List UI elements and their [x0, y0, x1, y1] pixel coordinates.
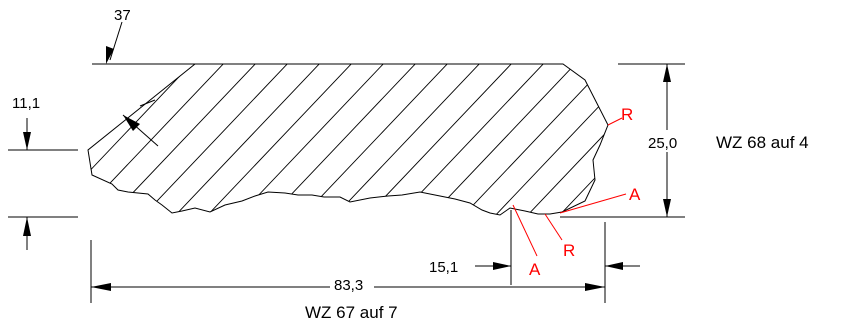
small-width-dimension: 15,1: [429, 259, 458, 276]
hatch-line: [215, 64, 407, 215]
bottom-dim-arrow-left: [91, 283, 111, 291]
angle-arrowhead: [106, 46, 114, 64]
small-dim-arrow-left: [493, 262, 511, 270]
chamfer-ext-line: [139, 99, 156, 107]
marker-a-bottom: A: [529, 260, 541, 279]
bottom-dim-arrow-right: [585, 283, 605, 291]
angle-dimension: 37: [114, 7, 131, 24]
note-right: WZ 68 auf 4: [716, 133, 809, 152]
red-annotations: R A R A: [512, 105, 641, 279]
profile-outline: [87, 63, 609, 216]
red-leader-a-right: [559, 193, 627, 214]
left-dim-arrow-top: [23, 132, 31, 150]
right-height-dimension: 25,0: [648, 135, 677, 152]
small-dim-arrow-right: [605, 262, 623, 270]
hatch-line: [88, 64, 279, 215]
marker-r-bottom: R: [563, 241, 575, 260]
marker-a-right: A: [629, 185, 641, 204]
red-leader-a-bottom: [512, 204, 538, 257]
chamfer-arrowhead-a: [123, 115, 140, 131]
hatch-line: [503, 64, 608, 215]
angle-leader: [109, 21, 123, 61]
hatch-line: [247, 64, 439, 215]
hatch-line: [311, 64, 503, 215]
right-dim-arrow-top: [663, 64, 671, 82]
note-bottom: WZ 67 auf 7: [305, 303, 398, 322]
hatch-line: [535, 64, 608, 215]
hatch-line: [88, 64, 151, 215]
hatch-line: [375, 64, 567, 215]
left-dim-arrow-bottom: [23, 217, 31, 236]
bottom-width-dimension: 83,3: [334, 277, 363, 294]
red-leader-r-top: [607, 117, 623, 126]
right-dim-arrow-bottom: [663, 199, 671, 217]
left-height-dimension: 11,1: [12, 95, 40, 112]
hatch-line: [343, 64, 535, 215]
red-leader-r-bottom: [544, 213, 563, 241]
hatch-line: [183, 64, 375, 215]
hatch-line: [151, 64, 343, 215]
marker-r-top: R: [621, 105, 633, 124]
hatch-line: [471, 64, 608, 215]
hatch-line: [279, 64, 471, 215]
